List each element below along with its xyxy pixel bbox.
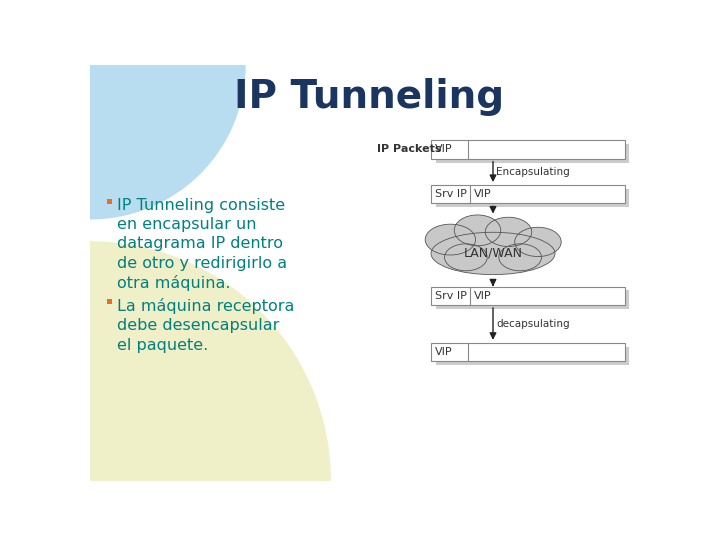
Circle shape — [0, 0, 245, 219]
Ellipse shape — [454, 215, 500, 246]
Ellipse shape — [515, 227, 561, 256]
Text: LAN/WAN: LAN/WAN — [464, 247, 523, 260]
Text: IP Packets: IP Packets — [377, 145, 441, 154]
FancyBboxPatch shape — [436, 189, 629, 207]
Text: IP Tunneling: IP Tunneling — [234, 78, 504, 116]
Text: VIP: VIP — [474, 291, 492, 301]
Text: Srv IP: Srv IP — [435, 291, 467, 301]
Ellipse shape — [431, 232, 555, 275]
Text: La máquina receptora
debe desencapsular
el paquete.: La máquina receptora debe desencapsular … — [117, 298, 294, 353]
Text: IP Tunneling consiste
en encapsular un
datagrama IP dentro
de otro y redirigirlo: IP Tunneling consiste en encapsular un d… — [117, 198, 287, 291]
FancyBboxPatch shape — [431, 140, 625, 159]
FancyBboxPatch shape — [431, 287, 625, 305]
FancyBboxPatch shape — [436, 291, 629, 309]
Text: VIP: VIP — [435, 145, 452, 154]
Ellipse shape — [444, 244, 487, 271]
Text: VIP: VIP — [474, 189, 492, 199]
FancyBboxPatch shape — [107, 199, 112, 204]
Text: Encapsulating: Encapsulating — [496, 167, 570, 177]
FancyBboxPatch shape — [436, 347, 629, 365]
Text: Srv IP: Srv IP — [435, 189, 467, 199]
Ellipse shape — [485, 217, 532, 247]
Ellipse shape — [499, 244, 541, 271]
FancyBboxPatch shape — [436, 144, 629, 163]
FancyBboxPatch shape — [107, 299, 112, 304]
Ellipse shape — [426, 224, 476, 255]
FancyBboxPatch shape — [431, 343, 625, 361]
FancyBboxPatch shape — [431, 185, 625, 204]
Text: VIP: VIP — [435, 347, 452, 357]
Text: decapsulating: decapsulating — [496, 319, 570, 329]
Circle shape — [0, 242, 330, 540]
